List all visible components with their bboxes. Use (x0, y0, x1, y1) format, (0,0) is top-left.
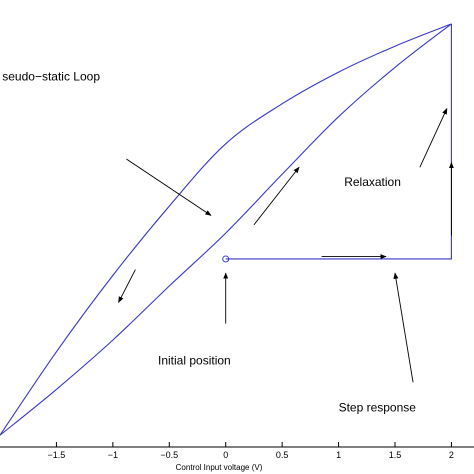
x-tick-label: 1 (336, 450, 341, 460)
series-loop-upper (0, 23, 452, 436)
x-tick-label: 1.5 (389, 450, 402, 460)
annotation-step-response: Step response (339, 401, 417, 415)
arrow-pointer-step (393, 272, 414, 383)
x-tick-label: 0.5 (276, 450, 289, 460)
annotation-pseudo-static-loop: seudo−static Loop (2, 69, 100, 83)
marker-initial-point (222, 255, 230, 263)
x-tick-label: −1 (108, 450, 118, 460)
arrow-loop-pointer (126, 158, 212, 216)
x-ticks: −1.5 −1 −0.5 0 0.5 1 1.5 2 (48, 442, 454, 460)
series-step-response (225, 23, 452, 260)
marker-group (222, 255, 230, 263)
annotation-initial-position: Initial position (158, 354, 231, 368)
x-tick-label: −0.5 (160, 450, 178, 460)
x-tick-label: 2 (449, 450, 454, 460)
annotation-relaxation: Relaxation (344, 175, 401, 189)
series-group (0, 23, 452, 436)
x-axis-label: Control Input voltage (V) (176, 463, 263, 472)
arrow-dir-lower-branch (118, 269, 136, 303)
x-tick-label: 0 (223, 450, 228, 460)
series-loop-lower (0, 23, 452, 436)
annotation-group: seudo−static Loop Relaxation Initial posit… (2, 69, 416, 414)
arrow-group (118, 107, 454, 383)
arrow-pointer-relaxation (419, 107, 448, 168)
x-tick-label: −1.5 (48, 450, 66, 460)
arrow-dir-upper-branch (253, 166, 300, 226)
